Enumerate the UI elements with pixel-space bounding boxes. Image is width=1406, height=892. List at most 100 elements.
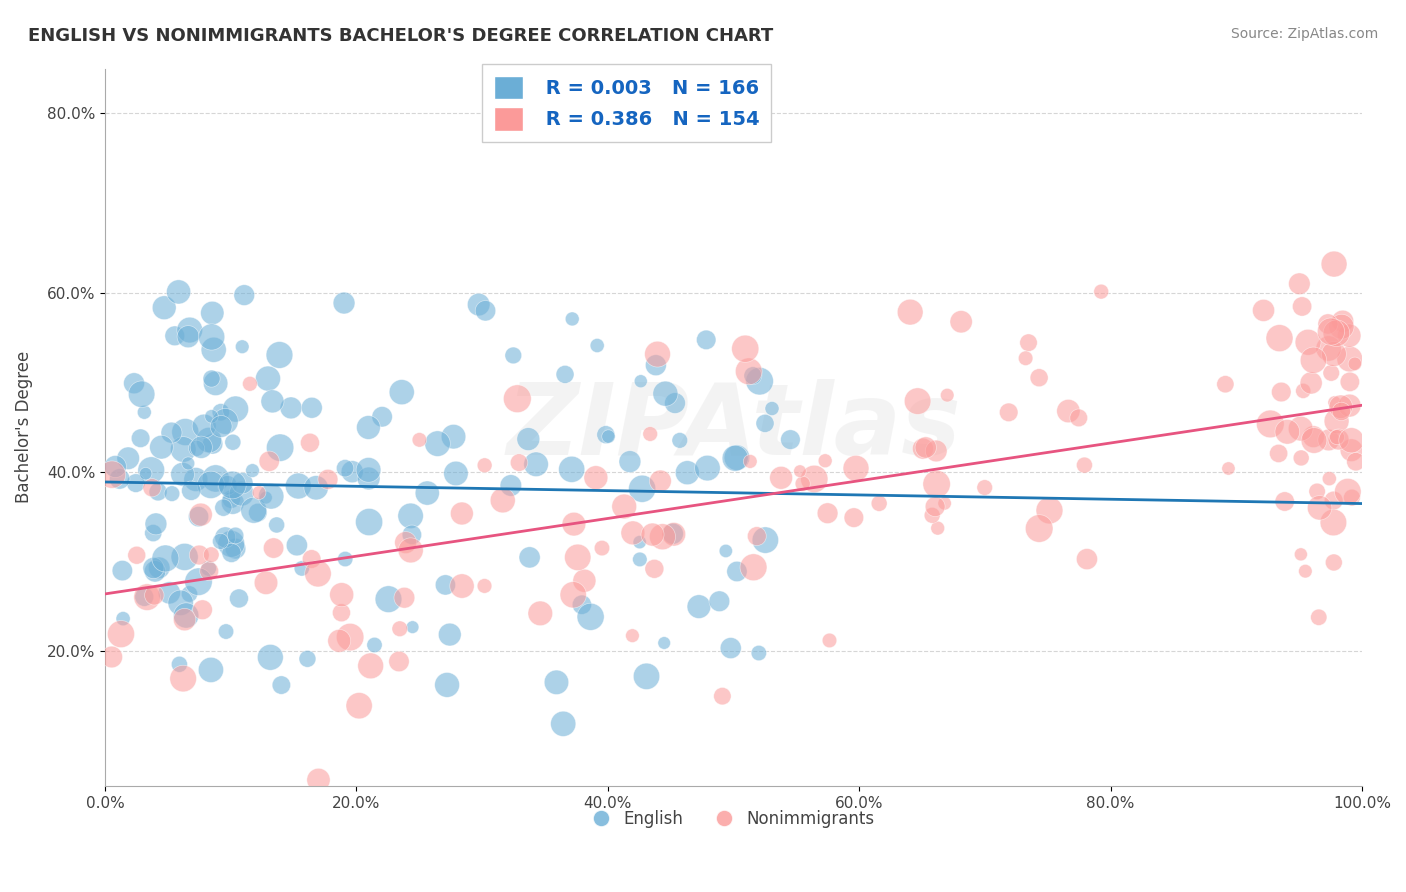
Point <box>228 591 250 606</box>
Point <box>911 442 934 456</box>
Point <box>934 496 956 510</box>
Point <box>200 478 222 492</box>
Point <box>174 425 197 439</box>
Point <box>394 591 416 605</box>
Point <box>163 328 186 343</box>
Point <box>233 288 256 302</box>
Point <box>434 578 457 592</box>
Point <box>1344 357 1367 371</box>
Point <box>190 440 212 454</box>
Y-axis label: Bachelor's Degree: Bachelor's Degree <box>15 351 32 503</box>
Point <box>734 342 756 356</box>
Point <box>561 462 583 476</box>
Point <box>643 562 665 576</box>
Point <box>467 297 489 311</box>
Point <box>112 612 135 626</box>
Point <box>1320 366 1343 380</box>
Point <box>200 371 222 385</box>
Point <box>598 429 620 443</box>
Point <box>280 401 302 415</box>
Point <box>748 646 770 660</box>
Point <box>291 561 314 575</box>
Point <box>179 323 201 337</box>
Point <box>1323 257 1346 271</box>
Point <box>748 374 770 388</box>
Point <box>644 358 666 372</box>
Point <box>779 433 801 447</box>
Point <box>157 586 180 600</box>
Point <box>742 560 765 574</box>
Point <box>709 594 731 608</box>
Point <box>222 496 245 510</box>
Point <box>150 440 173 454</box>
Point <box>651 530 673 544</box>
Point <box>101 467 124 482</box>
Point <box>239 376 262 391</box>
Point <box>204 376 226 391</box>
Point <box>1215 377 1237 392</box>
Point <box>224 528 246 542</box>
Point <box>1294 564 1316 578</box>
Point <box>613 500 636 514</box>
Point <box>817 506 839 520</box>
Point <box>444 467 467 481</box>
Point <box>131 387 153 401</box>
Point <box>169 596 191 610</box>
Point <box>266 518 288 533</box>
Point <box>174 608 197 623</box>
Point <box>997 405 1019 419</box>
Point <box>231 486 253 500</box>
Point <box>308 772 330 787</box>
Point <box>215 624 238 639</box>
Point <box>1292 384 1315 398</box>
Point <box>177 329 200 343</box>
Point <box>134 590 156 604</box>
Point <box>761 401 783 416</box>
Point <box>188 548 211 562</box>
Point <box>1330 319 1353 334</box>
Point <box>898 305 921 319</box>
Point <box>209 419 232 434</box>
Point <box>745 529 768 543</box>
Point <box>621 525 644 540</box>
Point <box>173 613 195 627</box>
Point <box>1327 433 1350 447</box>
Point <box>202 343 225 357</box>
Point <box>108 472 131 486</box>
Point <box>330 606 353 620</box>
Point <box>347 698 370 713</box>
Point <box>357 471 380 485</box>
Point <box>574 574 596 588</box>
Point <box>426 436 449 450</box>
Point <box>696 461 718 475</box>
Point <box>209 405 232 419</box>
Point <box>342 465 364 479</box>
Point <box>529 607 551 621</box>
Point <box>630 374 652 388</box>
Point <box>1317 472 1340 486</box>
Point <box>1302 353 1324 368</box>
Point <box>725 565 748 579</box>
Point <box>436 678 458 692</box>
Legend: English, Nonimmigrants: English, Nonimmigrants <box>586 804 882 835</box>
Point <box>173 549 195 564</box>
Point <box>741 368 763 383</box>
Point <box>474 458 496 473</box>
Point <box>330 588 353 602</box>
Point <box>754 533 776 547</box>
Point <box>172 442 194 457</box>
Point <box>711 689 734 703</box>
Point <box>725 450 748 465</box>
Point <box>1057 404 1080 418</box>
Point <box>193 419 215 434</box>
Point <box>641 527 664 541</box>
Point <box>301 401 323 415</box>
Point <box>1270 384 1292 399</box>
Point <box>259 650 281 665</box>
Point <box>907 394 929 409</box>
Point <box>209 534 232 549</box>
Point <box>201 306 224 320</box>
Point <box>567 550 589 565</box>
Point <box>214 530 236 544</box>
Point <box>135 467 157 481</box>
